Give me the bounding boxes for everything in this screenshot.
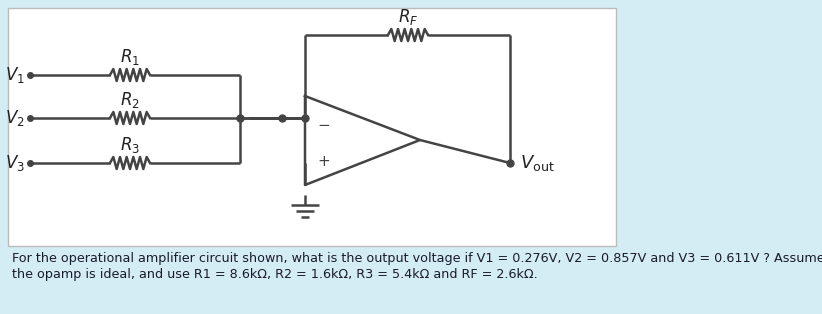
Text: For the operational amplifier circuit shown, what is the output voltage if V1 = : For the operational amplifier circuit sh… [12,252,822,265]
Text: $R_3$: $R_3$ [120,135,140,155]
Text: $V_1$: $V_1$ [5,65,25,85]
Text: $R_F$: $R_F$ [398,7,418,27]
Text: the opamp is ideal, and use R1 = 8.6kΩ, R2 = 1.6kΩ, R3 = 5.4kΩ and RF = 2.6kΩ.: the opamp is ideal, and use R1 = 8.6kΩ, … [12,268,538,281]
Text: $R_2$: $R_2$ [120,90,140,110]
Text: $-$: $-$ [317,116,330,131]
Text: $+$: $+$ [317,154,330,169]
Text: $V_2$: $V_2$ [6,108,25,128]
Text: $V_3$: $V_3$ [5,153,25,173]
Text: $V_{\rm out}$: $V_{\rm out}$ [520,153,555,173]
Text: $R_1$: $R_1$ [120,47,140,67]
Bar [8,8,616,246]
